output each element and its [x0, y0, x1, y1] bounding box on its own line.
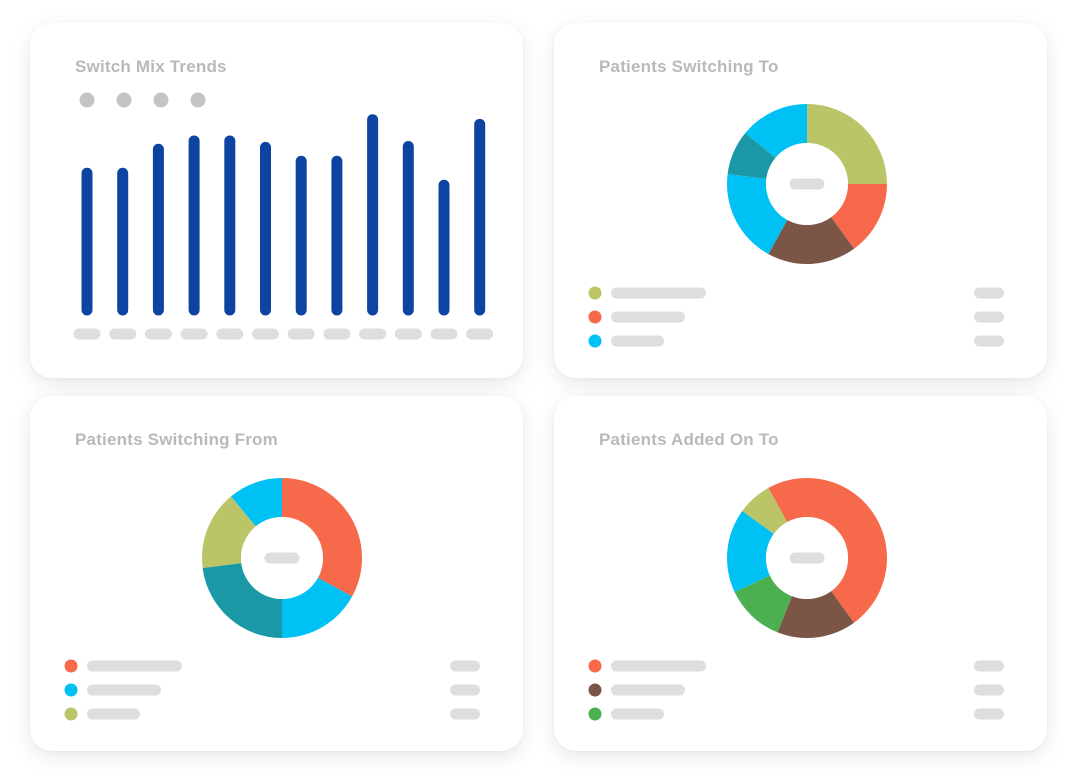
legend-label-placeholder — [87, 660, 182, 672]
x-tick-label-placeholder — [323, 328, 351, 340]
legend-swatch — [64, 659, 78, 673]
legend-value-placeholder — [974, 311, 1004, 323]
legend-swatch — [588, 659, 602, 673]
legend-dot — [190, 92, 206, 108]
donut-slice — [727, 510, 774, 593]
legend-label-placeholder — [87, 684, 161, 696]
legend-label-placeholder — [611, 708, 664, 720]
legend-swatch — [588, 683, 602, 697]
legend-label-placeholder — [87, 708, 140, 720]
donut-chart — [588, 478, 1004, 721]
x-tick-label-placeholder — [216, 328, 244, 340]
legend-label-placeholder — [611, 335, 664, 347]
donut-slice — [734, 575, 792, 633]
donut-slice — [768, 217, 855, 264]
donut-slice — [742, 487, 788, 534]
x-tick-label-placeholder — [144, 328, 172, 340]
legend-label-placeholder — [611, 311, 685, 323]
legend-dot — [153, 92, 169, 108]
card-title: Switch Mix Trends — [75, 57, 227, 76]
donut-slice — [282, 478, 362, 597]
legend-value-placeholder — [450, 684, 480, 696]
x-tick-label-placeholder — [359, 328, 387, 340]
patients-added-on-to-card: Patients Added On To — [554, 396, 1047, 751]
x-tick-label-placeholder — [430, 328, 458, 340]
center-value-placeholder — [264, 552, 300, 564]
legend-value-placeholder — [974, 287, 1004, 299]
donut-chart — [588, 104, 1004, 348]
legend-swatch — [588, 334, 602, 348]
bar-chart — [73, 92, 494, 340]
donut-slice — [807, 104, 887, 184]
legend-label-placeholder — [611, 660, 706, 672]
legend-value-placeholder — [450, 660, 480, 672]
center-value-placeholder — [789, 178, 825, 190]
legend-swatch — [588, 310, 602, 324]
legend-swatch — [64, 707, 78, 721]
donut-slice — [745, 104, 807, 158]
legend-value-placeholder — [974, 708, 1004, 720]
donut-slice — [831, 184, 887, 249]
switch-mix-trends-card: Switch Mix Trends — [30, 23, 523, 378]
legend-dot — [79, 92, 95, 108]
donut-slice — [202, 496, 256, 569]
legend-label-placeholder — [611, 287, 706, 299]
donut-slice — [231, 478, 282, 527]
patients-switching-from-card: Patients Switching From — [30, 396, 523, 751]
legend-value-placeholder — [974, 684, 1004, 696]
legend-swatch — [64, 683, 78, 697]
card-title: Patients Switching From — [75, 430, 278, 449]
donut-slice — [807, 478, 887, 623]
donut-slice — [768, 478, 807, 523]
donut-slice — [727, 173, 788, 255]
x-tick-label-placeholder — [109, 328, 137, 340]
legend-swatch — [588, 707, 602, 721]
x-tick-label-placeholder — [466, 328, 494, 340]
card-title: Patients Switching To — [599, 57, 779, 76]
x-tick-label-placeholder — [287, 328, 315, 340]
x-tick-label-placeholder — [73, 328, 101, 340]
legend-value-placeholder — [974, 335, 1004, 347]
x-tick-label-placeholder — [252, 328, 279, 340]
donut-chart — [64, 478, 480, 721]
legend-value-placeholder — [450, 708, 480, 720]
donut-slice — [727, 133, 776, 179]
donut-slice — [202, 563, 282, 638]
donut-slice — [282, 577, 353, 638]
x-tick-label-placeholder — [394, 328, 422, 340]
legend-label-placeholder — [611, 684, 685, 696]
donut-slice — [777, 591, 855, 638]
center-value-placeholder — [789, 552, 825, 564]
x-tick-label-placeholder — [180, 328, 208, 340]
legend-value-placeholder — [974, 660, 1004, 672]
legend-dot — [116, 92, 132, 108]
card-title: Patients Added On To — [599, 430, 779, 449]
patients-switching-to-card: Patients Switching To — [554, 23, 1047, 378]
legend-swatch — [588, 286, 602, 300]
